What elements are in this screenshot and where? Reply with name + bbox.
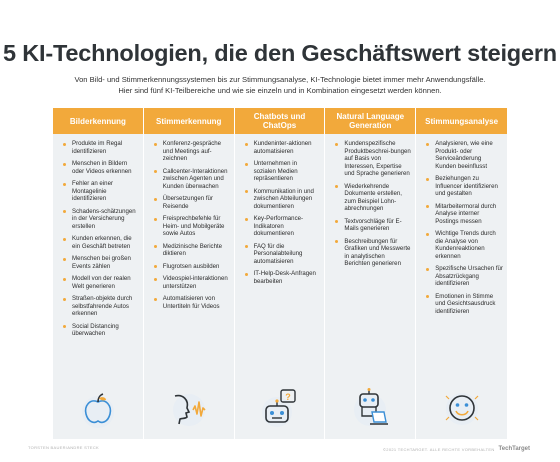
apple-icon <box>53 383 143 433</box>
list-item: Schadens-schätzungen in der Versicherung… <box>63 208 139 231</box>
column-heading: Chatbots und ChatOps <box>234 108 325 134</box>
column-items: Analysieren, wie eine Produkt- oder Serv… <box>416 134 507 315</box>
list-item: Kommunikation in und zwischen Abteilunge… <box>244 188 321 211</box>
column-stimmungsanalyse: Stimmungsanalyse Analysieren, wie eine P… <box>416 108 507 439</box>
list-item: Spezifische Ursachen für Absatzrückgang … <box>426 265 503 288</box>
list-item: Produkte im Regal identifizieren <box>63 140 139 155</box>
intro-text: Von Bild- und Stimmerkennungssystemen bi… <box>74 75 486 95</box>
column-items: Kundeninter-aktionen automatisieren Unte… <box>235 134 325 285</box>
page-title: 5 KI-Technologien, die den Geschäftswert… <box>3 40 557 66</box>
technology-table: Bilderkennung Produkte im Regal identifi… <box>53 108 507 439</box>
list-item: Textvorschläge für E-Mails generieren <box>335 218 411 233</box>
list-item: IT-Help-Desk-Anfragen bearbeiten <box>244 270 321 285</box>
list-item: Übersetzungen für Reisende <box>153 195 230 210</box>
chatbot-icon: ? <box>235 383 325 433</box>
footer-copyright: ©2021 TECHTARGET. ALLE RECHTE VORBEHALTE… <box>383 446 495 452</box>
column-heading: Natural Language Generation <box>325 108 416 134</box>
column-heading: Stimmerkennung <box>143 108 234 134</box>
list-item: Fehler an einer Montagelinie identifizie… <box>63 180 139 203</box>
list-item: Beschreibungen für Grafiken und Messwert… <box>335 238 411 268</box>
column-bilderkennung: Bilderkennung Produkte im Regal identifi… <box>53 108 144 439</box>
list-item: Kundenspezifische Produktbeschrei-bungen… <box>335 140 411 178</box>
list-item: Callcenter-Interaktionen zwischen Agente… <box>153 168 230 191</box>
list-item: Modell von der realen Welt generieren <box>63 275 139 290</box>
voice-icon <box>144 383 234 433</box>
robot-laptop-icon <box>325 383 415 433</box>
list-item: Medizinische Berichte diktieren <box>153 243 230 258</box>
svg-text:?: ? <box>286 392 292 402</box>
list-item: FAQ für die Personalabteilung automatisi… <box>244 243 321 266</box>
list-item: Konferenz-gespräche und Meetings auf-zei… <box>153 140 230 163</box>
list-item: Menschen in Bildern oder Videos erkennen <box>63 160 139 175</box>
column-chatbots: Chatbots und ChatOps Kundeninter-aktione… <box>234 108 326 439</box>
techtarget-logo: TechTarget <box>498 446 530 452</box>
column-items: Produkte im Regal identifizieren Mensche… <box>53 134 143 338</box>
footer-credit: TORSTEN BAUER/ANDRE STECK <box>28 445 99 450</box>
list-item: Social Distancing überwachen <box>63 323 139 338</box>
list-item: Automatisieren von Untertiteln für Video… <box>153 295 230 310</box>
list-item: Straßen-objekte durch selbstfahrende Aut… <box>63 295 139 318</box>
list-item: Mitarbeitermoral durch Analyse interner … <box>426 203 503 226</box>
list-item: Wichtige Trends durch die Analyse von Ku… <box>426 230 503 260</box>
list-item: Kundeninter-aktionen automatisieren <box>244 140 321 155</box>
column-heading: Stimmungsanalyse <box>416 108 507 134</box>
list-item: Beziehungen zu Influencer identifizieren… <box>426 175 503 198</box>
column-stimmerkennung: Stimmerkennung Konferenz-gespräche und M… <box>143 108 235 439</box>
list-item: Freisprechbefehle für Heim- und Mobilger… <box>153 215 230 238</box>
list-item: Videospiel-interaktionen unterstützen <box>153 275 230 290</box>
footer-brand: ©2021 TECHTARGET. ALLE RECHTE VORBEHALTE… <box>383 446 530 452</box>
smiley-icon <box>416 383 507 433</box>
list-item: Emotionen in Stimme und Gesichtsausdruck… <box>426 293 503 316</box>
list-item: Unternehmen in sozialen Medien repräsent… <box>244 160 321 183</box>
column-nlg: Natural Language Generation Kundenspezif… <box>325 108 417 439</box>
list-item: Flugrotsen ausbilden <box>153 263 230 271</box>
list-item: Menschen bei großen Events zählen <box>63 255 139 270</box>
list-item: Kunden erkennen, die ein Geschäft betret… <box>63 235 139 250</box>
list-item: Analysieren, wie eine Produkt- oder Serv… <box>426 140 503 170</box>
column-items: Konferenz-gespräche und Meetings auf-zei… <box>144 134 234 310</box>
column-items: Kundenspezifische Produktbeschrei-bungen… <box>325 134 415 268</box>
column-heading: Bilderkennung <box>53 108 143 134</box>
list-item: Key-Performance-Indikatoren dokumentiere… <box>244 215 321 238</box>
list-item: Wiederkehrende Dokumente erstellen, zum … <box>335 183 411 213</box>
